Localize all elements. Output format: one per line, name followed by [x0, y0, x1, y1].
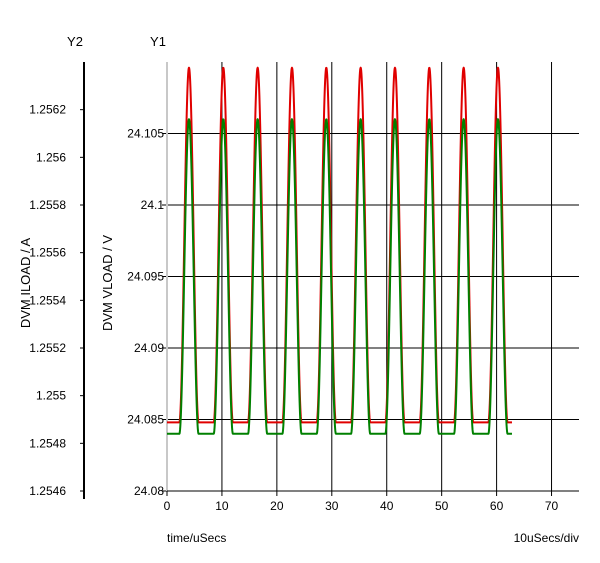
y1-tick-label: 24.085: [127, 413, 164, 427]
y2-tick-label: 1.255: [36, 389, 66, 403]
x-tick-label: 30: [325, 499, 339, 513]
x-tick-label: 70: [545, 499, 559, 513]
y2-axis-title: DVM ILOAD / A: [18, 238, 33, 329]
x-tick-label: 20: [270, 499, 284, 513]
x-tick-label: 40: [380, 499, 394, 513]
y1-tick-label: 24.105: [127, 127, 164, 141]
y2-tick-label: 1.2546: [29, 484, 66, 498]
y2-tick-label: 1.2558: [29, 198, 66, 212]
y1-tick-label: 24.08: [134, 484, 164, 498]
time-scale-label: 10uSecs/div: [514, 531, 579, 545]
x-tick-label: 60: [490, 499, 504, 513]
y1-tick-label: 24.095: [127, 270, 164, 284]
y2-axis-header: Y2: [67, 34, 83, 49]
y2-tick-label: 1.256: [36, 150, 66, 164]
x-tick-label: 0: [164, 499, 171, 513]
y2-tick-label: 1.2556: [29, 246, 66, 260]
y1-tick-label: 24.1: [141, 198, 165, 212]
y1-tick-label: 24.09: [134, 341, 164, 355]
y1-axis-header: Y1: [150, 34, 166, 49]
y2-tick-label: 1.2548: [29, 436, 66, 450]
series-line-iload: [166, 118, 513, 435]
axes: [80, 62, 579, 499]
x-tick-label: 10: [215, 499, 229, 513]
x-axis-title: time/uSecs: [167, 531, 226, 545]
y1-axis-title: DVM VLOAD / V: [100, 235, 115, 331]
y2-tick-label: 1.2552: [29, 341, 66, 355]
y2-tick-label: 1.2554: [29, 293, 66, 307]
y2-tick-label: 1.2562: [29, 103, 66, 117]
tick-labels: 0 10 20 30 40 50 60 70 24.08 24.085 24.09 24.095 24.…: [29, 103, 558, 513]
series-group: [166, 66, 513, 435]
x-tick-label: 50: [435, 499, 449, 513]
